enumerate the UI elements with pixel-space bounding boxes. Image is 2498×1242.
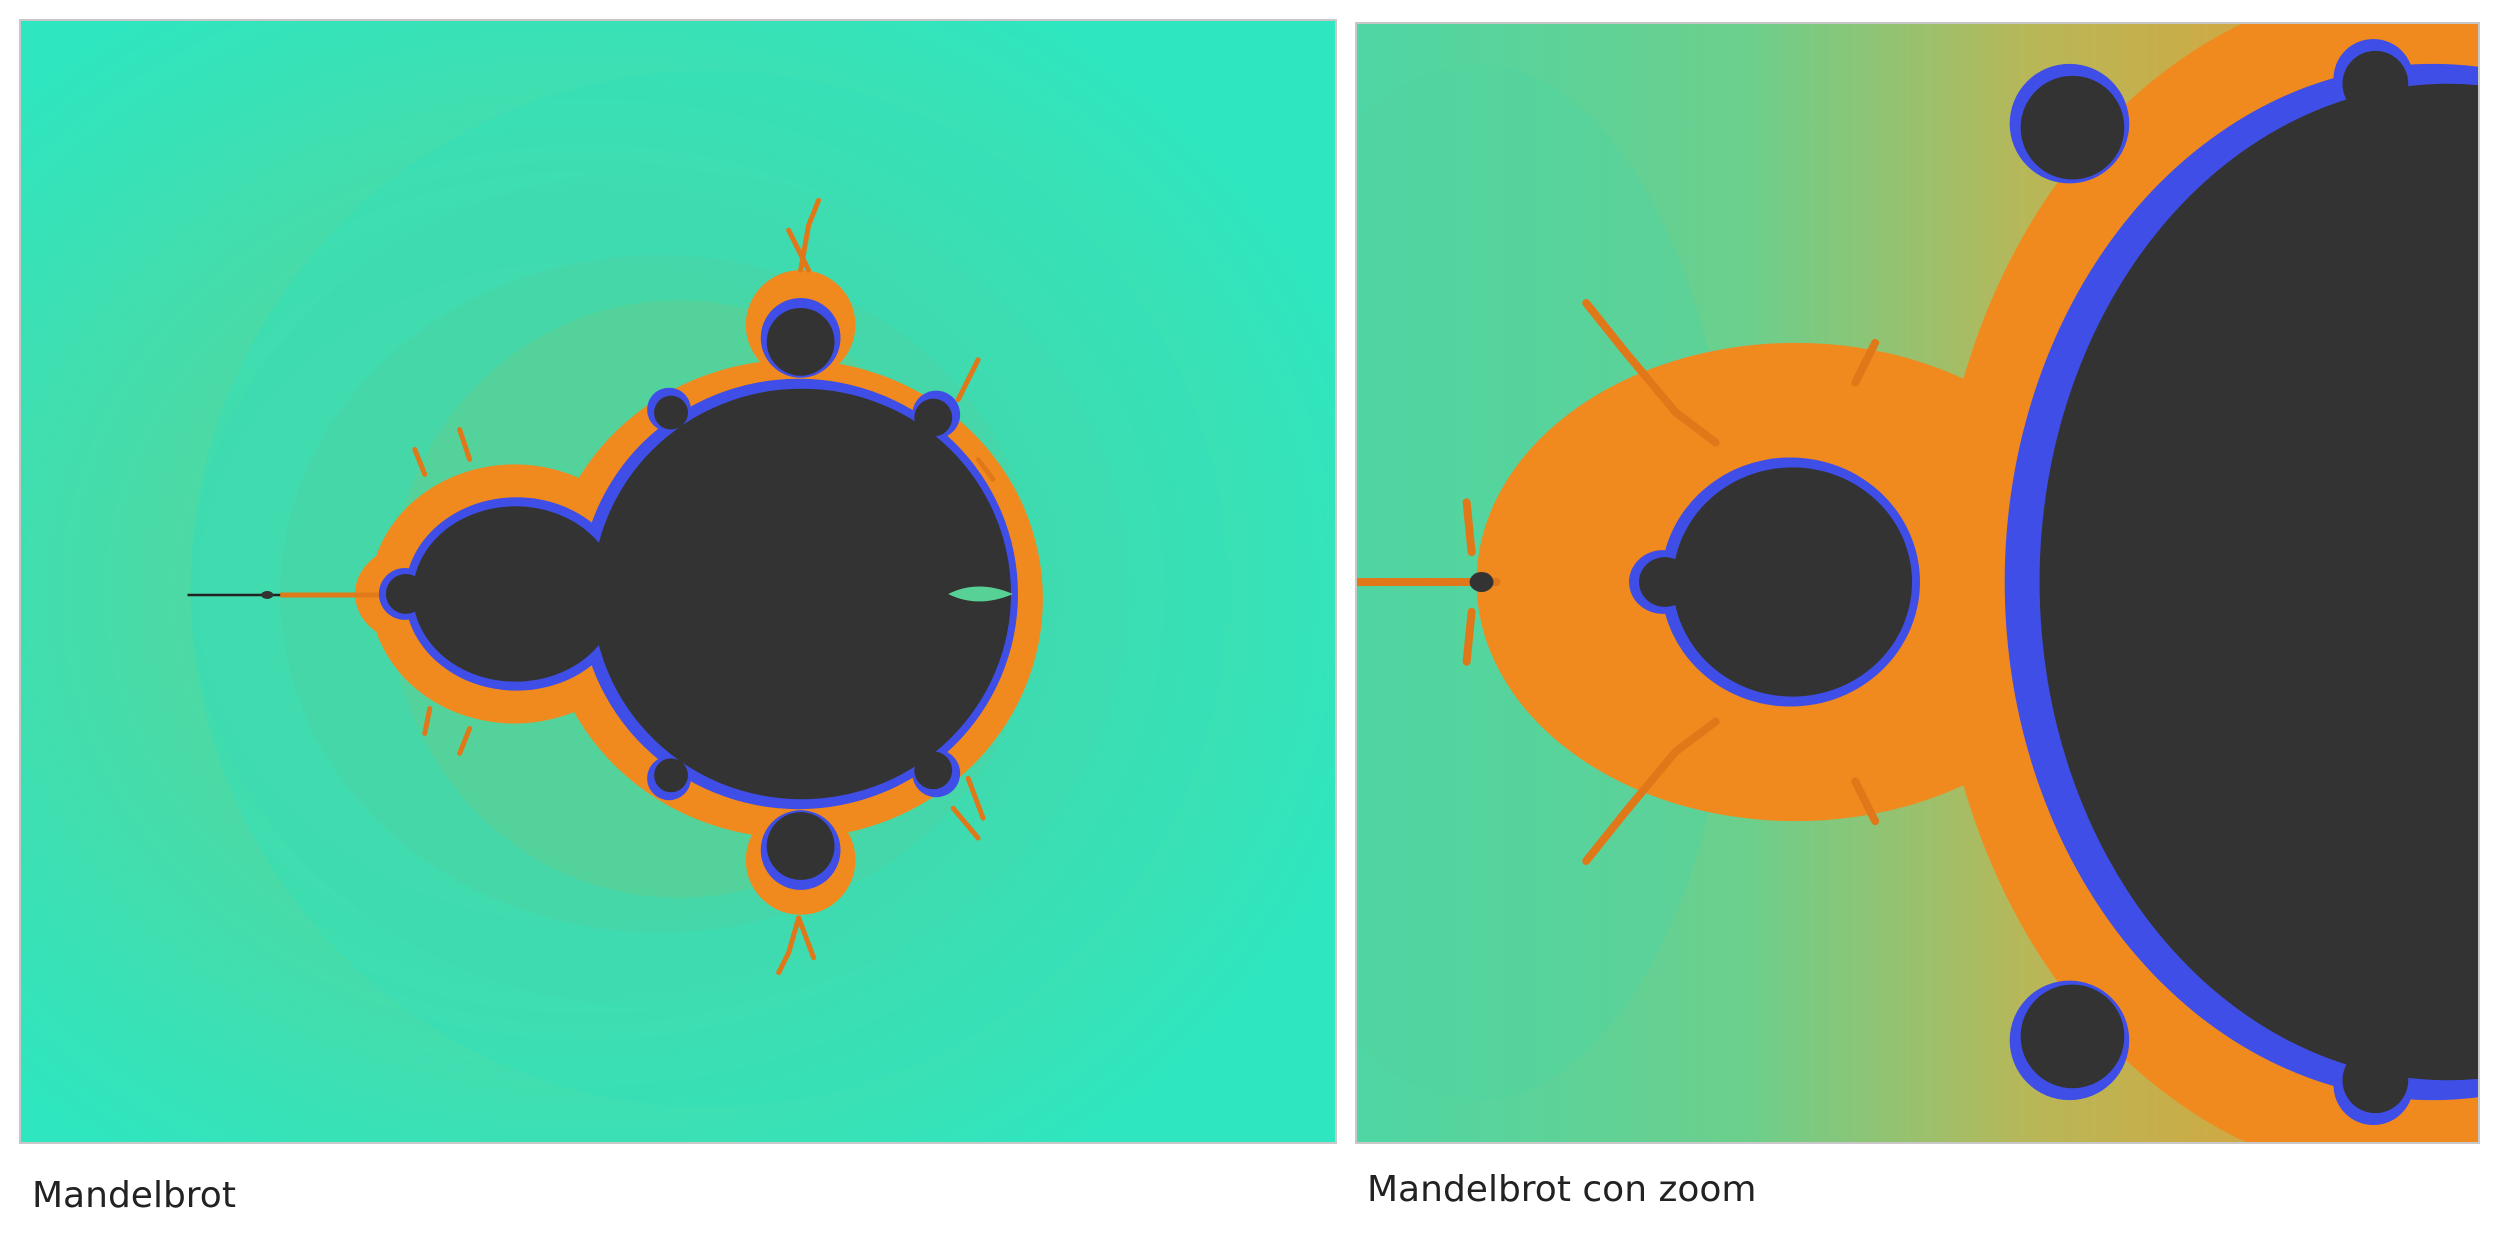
caption-mandelbrot-zoom: Mandelbrot con zoom <box>1367 1169 1757 1210</box>
mandelbrot-full-render <box>21 21 1335 1142</box>
mandelbrot-zoom-render <box>1357 24 2478 1142</box>
mandelbrot-zoom-image <box>1355 22 2480 1144</box>
mandelbrot-full-image <box>19 19 1337 1144</box>
caption-mandelbrot: Mandelbrot <box>32 1175 236 1216</box>
